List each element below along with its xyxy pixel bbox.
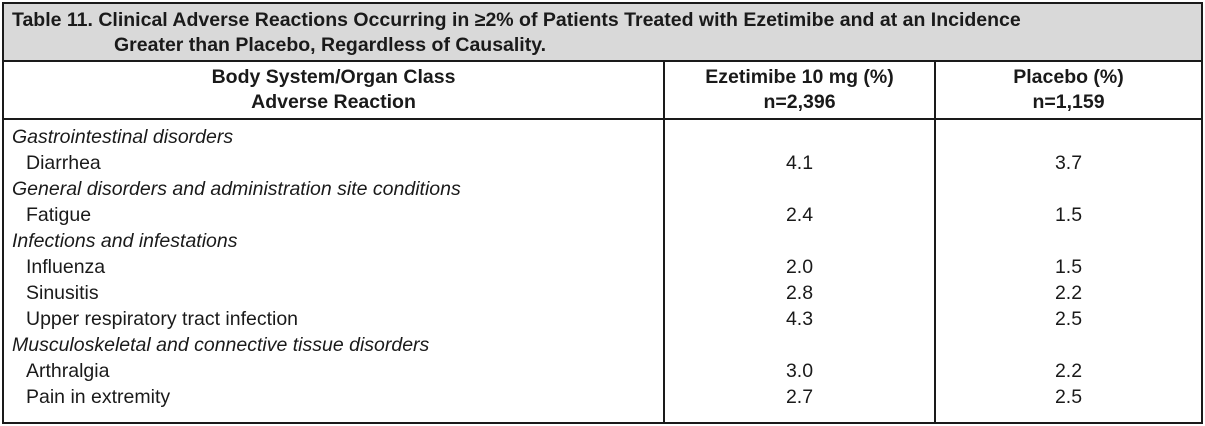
reaction-label: Upper respiratory tract infection (26, 308, 299, 330)
placebo-value: 1.5 (1054, 256, 1083, 278)
placebo-value: 2.2 (1054, 360, 1083, 382)
placebo-value: 3.7 (1054, 152, 1083, 174)
ezetimibe-value: 3.0 (785, 360, 814, 382)
placebo-column: 3.7 1.5 1.5 2.2 2.5 2.2 2.5 (934, 120, 1201, 422)
reaction-column: Gastrointestinal disorders Diarrhea Gene… (4, 120, 663, 422)
empty-cell (665, 332, 934, 358)
category-label: Gastrointestinal disorders (12, 126, 234, 148)
header-body-system-line-1: Body System/Organ Class (211, 66, 456, 88)
category-label: General disorders and administration sit… (12, 178, 461, 200)
ezetimibe-value: 2.7 (785, 386, 814, 408)
empty-cell (936, 228, 1201, 254)
ezetimibe-value: 2.4 (785, 204, 814, 226)
reaction-label: Influenza (26, 256, 106, 278)
category-label: Musculoskeletal and connective tissue di… (12, 334, 430, 356)
reaction-label: Arthralgia (26, 360, 110, 382)
placebo-value: 2.5 (1054, 308, 1083, 330)
empty-cell (936, 332, 1201, 358)
header-placebo-line-1: Placebo (%) (1013, 66, 1124, 88)
table-header: Body System/Organ Class Adverse Reaction… (4, 62, 1201, 120)
placebo-value: 1.5 (1054, 204, 1083, 226)
header-placebo-line-2: n=1,159 (1032, 91, 1105, 113)
reaction-label: Pain in extremity (26, 386, 171, 408)
ezetimibe-value: 4.3 (785, 308, 814, 330)
header-body-system-line-2: Adverse Reaction (251, 91, 416, 113)
caption-line-2: Greater than Placebo, Regardless of Caus… (114, 34, 547, 56)
header-ezetimibe-line-1: Ezetimibe 10 mg (%) (705, 66, 894, 88)
category-label: Infections and infestations (12, 230, 238, 252)
table-caption: Table 11. Clinical Adverse Reactions Occ… (4, 4, 1201, 62)
reaction-label: Diarrhea (26, 152, 101, 174)
header-ezetimibe: Ezetimibe 10 mg (%) n=2,396 (663, 62, 934, 118)
placebo-value: 2.5 (1054, 386, 1083, 408)
ezetimibe-value: 4.1 (785, 152, 814, 174)
empty-cell (665, 228, 934, 254)
reaction-label: Sinusitis (26, 282, 99, 304)
placebo-value: 2.2 (1054, 282, 1083, 304)
caption-line-1: Table 11. Clinical Adverse Reactions Occ… (12, 9, 1021, 31)
empty-cell (936, 124, 1201, 150)
header-placebo: Placebo (%) n=1,159 (934, 62, 1201, 118)
empty-cell (665, 124, 934, 150)
ezetimibe-value: 2.8 (785, 282, 814, 304)
table-body: Gastrointestinal disorders Diarrhea Gene… (4, 120, 1201, 422)
empty-cell (665, 176, 934, 202)
ezetimibe-value: 2.0 (785, 256, 814, 278)
header-body-system: Body System/Organ Class Adverse Reaction (4, 62, 663, 118)
reaction-label: Fatigue (26, 204, 92, 226)
header-ezetimibe-line-2: n=2,396 (763, 91, 836, 113)
ezetimibe-column: 4.1 2.4 2.0 2.8 4.3 3.0 2.7 (663, 120, 934, 422)
empty-cell (936, 176, 1201, 202)
